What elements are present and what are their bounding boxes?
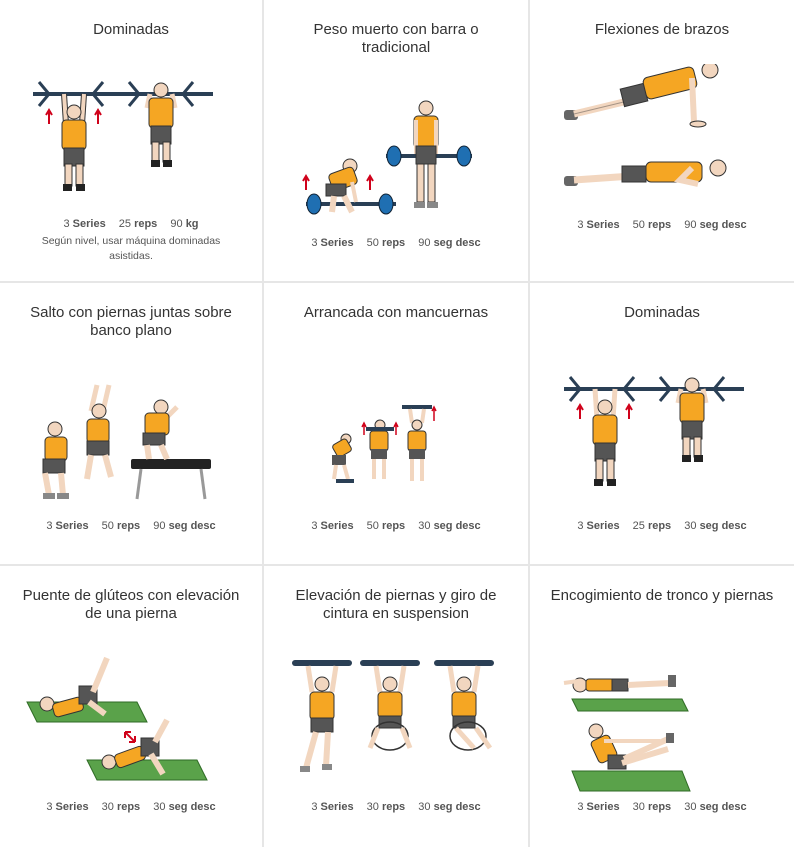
exercise-stats: 3 Series 50 reps 90 seg desc [530, 219, 794, 231]
exercise-card[interactable]: Flexiones de brazos [530, 0, 794, 283]
exercise-stats: 3 Series 50 reps 90 seg desc [264, 237, 528, 249]
exercise-card[interactable]: Dominadas [0, 0, 264, 283]
third-value: 90 [684, 219, 697, 231]
reps-value: 50 [366, 237, 379, 249]
third-label: seg desc [168, 520, 216, 532]
series-label: Series [586, 801, 620, 813]
exercise-note: Según nivel, usar máquina dominadas asis… [41, 235, 221, 262]
reps-value: 30 [101, 801, 114, 813]
series-value: 3 [63, 218, 70, 230]
third-value: 30 [684, 520, 697, 532]
exercise-title: Dominadas [624, 304, 700, 321]
hanging-leg-raise-illustration [292, 660, 494, 772]
dumbbell-snatch-illustration [332, 405, 437, 483]
third-label: kg [185, 218, 199, 230]
third-value: 30 [418, 520, 431, 532]
exercise-stats: 3 Series 25 reps 30 seg desc [530, 520, 794, 532]
exercise-card[interactable]: Dominadas [530, 283, 794, 566]
exercise-card[interactable]: Peso muerto con barra o tradicional [264, 0, 530, 283]
third-label: seg desc [699, 219, 747, 231]
series-value: 3 [577, 219, 584, 231]
third-label: seg desc [433, 801, 481, 813]
exercise-title: Encogimiento de tronco y piernas [550, 587, 774, 604]
reps-label: reps [381, 237, 406, 249]
exercise-stats: 3 Series 30 reps 30 seg desc [264, 801, 528, 813]
reps-value: 50 [632, 219, 645, 231]
series-label: Series [72, 218, 106, 230]
reps-label: reps [381, 520, 406, 532]
exercise-stats: 3 Series 50 reps 90 seg desc [0, 520, 262, 532]
pull-up-illustration [564, 376, 744, 486]
third-label: seg desc [433, 520, 481, 532]
third-value: 30 [684, 801, 697, 813]
reps-label: reps [647, 801, 672, 813]
reps-value: 25 [632, 520, 645, 532]
exercise-title: Flexiones de brazos [594, 21, 730, 38]
reps-label: reps [134, 218, 158, 230]
exercise-stats: 3 Series 25 reps 90 kg [0, 218, 262, 230]
reps-value: 30 [366, 801, 379, 813]
box-jump-illustration [42, 384, 211, 500]
exercise-stats: 3 Series 50 reps 30 seg desc [264, 520, 528, 532]
third-label: seg desc [433, 237, 481, 249]
third-value: 30 [153, 801, 166, 813]
exercise-stats: 3 Series 30 reps 30 seg desc [530, 801, 794, 813]
series-label: Series [55, 801, 89, 813]
series-label: Series [586, 520, 620, 532]
reps-value: 50 [366, 520, 379, 532]
series-label: Series [320, 801, 354, 813]
reps-value: 30 [632, 801, 645, 813]
reps-label: reps [647, 219, 672, 231]
series-label: Series [586, 219, 620, 231]
glute-bridge-illustration [26, 656, 208, 781]
exercise-card[interactable]: Elevación de piernas y giro de cintura e… [264, 566, 530, 847]
series-value: 3 [46, 801, 53, 813]
reps-label: reps [647, 520, 672, 532]
reps-label: reps [381, 801, 406, 813]
push-up-illustration [564, 64, 727, 187]
series-value: 3 [577, 801, 584, 813]
third-value: 90 [153, 520, 166, 532]
series-label: Series [55, 520, 89, 532]
series-value: 3 [46, 520, 53, 532]
series-value: 3 [577, 520, 584, 532]
series-label: Series [320, 237, 354, 249]
third-value: 90 [418, 237, 431, 249]
third-value: 30 [418, 801, 431, 813]
series-value: 3 [311, 520, 318, 532]
reps-value: 25 [118, 218, 131, 230]
exercise-card[interactable]: Salto con piernas juntas sobre banco pla… [0, 283, 264, 566]
deadlift-illustration [302, 100, 472, 215]
third-label: seg desc [699, 520, 747, 532]
exercise-title: Peso muerto con barra o tradicional [313, 21, 479, 56]
exercise-title: Arrancada con mancuernas [303, 304, 489, 321]
reps-label: reps [116, 801, 141, 813]
pull-up-illustration [33, 81, 213, 191]
exercise-card[interactable]: Arrancada con mancuernas [264, 283, 530, 566]
exercise-card[interactable]: Puente de glúteos con elevación de una p… [0, 566, 264, 847]
reps-value: 50 [101, 520, 114, 532]
exercise-title: Dominadas [93, 21, 169, 38]
series-value: 3 [311, 237, 318, 249]
series-label: Series [320, 520, 354, 532]
third-value: 90 [170, 218, 183, 230]
v-up-illustration [563, 675, 691, 792]
third-label: seg desc [699, 801, 747, 813]
reps-label: reps [116, 520, 141, 532]
exercise-title: Puente de glúteos con elevación de una p… [22, 587, 240, 622]
series-value: 3 [311, 801, 318, 813]
exercise-title: Elevación de piernas y giro de cintura e… [295, 587, 497, 622]
exercise-title: Salto con piernas juntas sobre banco pla… [30, 304, 232, 339]
exercise-stats: 3 Series 30 reps 30 seg desc [0, 801, 262, 813]
third-label: seg desc [168, 801, 216, 813]
exercise-card[interactable]: Encogimiento de tronco y piernas 3 Serie… [530, 566, 794, 847]
